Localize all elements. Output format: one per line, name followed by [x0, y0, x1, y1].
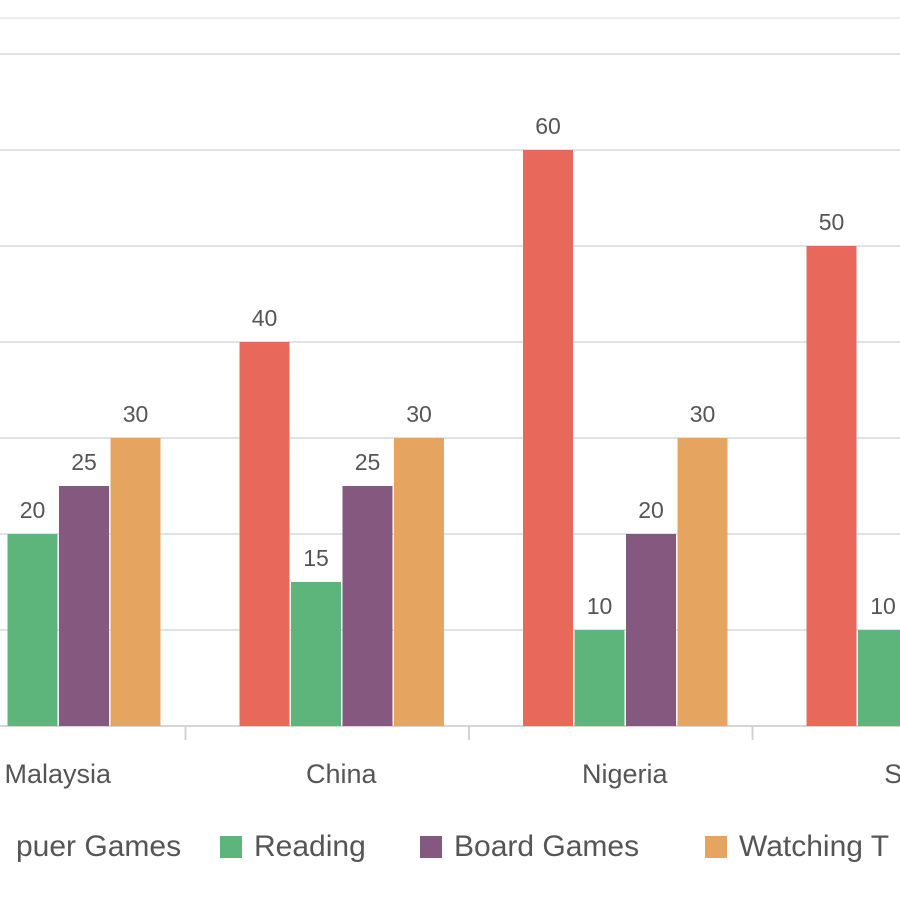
bar-board-games-nigeria: [626, 534, 676, 726]
legend-swatch: [220, 836, 242, 858]
bar-watching-t-nigeria: [677, 438, 728, 726]
legend-item-puer-games: puer Games: [0, 822, 181, 872]
data-label: 15: [303, 545, 329, 571]
data-label: 20: [20, 497, 46, 523]
legend-label: Watching T: [739, 830, 890, 863]
x-axis: [0, 725, 900, 740]
bar-puer-games-sud: [806, 246, 857, 726]
bar-board-games-malaysia: [59, 486, 109, 726]
bar-reading-china: [291, 582, 341, 726]
category-labels: Malaysia China Nigeria Sud: [4, 759, 900, 789]
data-label: 40: [252, 305, 278, 331]
bar-reading-nigeria: [574, 630, 625, 726]
data-label: 60: [535, 113, 561, 139]
legend-label: puer Games: [16, 830, 182, 863]
bar-puer-games-china: [239, 342, 290, 726]
category-label-malaysia: Malaysia: [4, 759, 112, 789]
legend-label: Board Games: [454, 830, 640, 863]
bars: [7, 150, 900, 726]
legend-swatch: [420, 836, 442, 858]
data-label: 20: [638, 497, 664, 523]
legend-label: Reading: [254, 830, 366, 863]
data-label: 50: [819, 209, 845, 235]
data-labels: 40 60 50 20 15 10 10 25 25 20 30 30 30: [20, 113, 896, 619]
bar-reading-sud: [858, 630, 900, 726]
data-label: 25: [71, 449, 97, 475]
data-label: 10: [587, 593, 613, 619]
category-label-sud: Sud: [884, 759, 900, 789]
category-label-china: China: [306, 759, 378, 789]
bar-watching-t-malaysia: [110, 438, 161, 726]
bar-board-games-china: [342, 486, 393, 726]
data-label: 30: [123, 401, 149, 427]
data-label: 30: [690, 401, 716, 427]
legend-item-reading: Reading: [220, 822, 366, 872]
data-label: 30: [406, 401, 432, 427]
bar-reading-malaysia: [7, 534, 58, 726]
legend-item-watching-t: Watching T: [705, 822, 889, 872]
legend: puer Games Reading Board Games Watching T: [0, 822, 900, 872]
data-label: 10: [870, 593, 896, 619]
bar-watching-t-china: [394, 438, 444, 726]
data-label: 25: [355, 449, 381, 475]
legend-swatch: [705, 836, 727, 858]
bar-puer-games-nigeria: [523, 150, 573, 726]
legend-item-board-games: Board Games: [420, 822, 639, 872]
category-label-nigeria: Nigeria: [582, 759, 669, 789]
